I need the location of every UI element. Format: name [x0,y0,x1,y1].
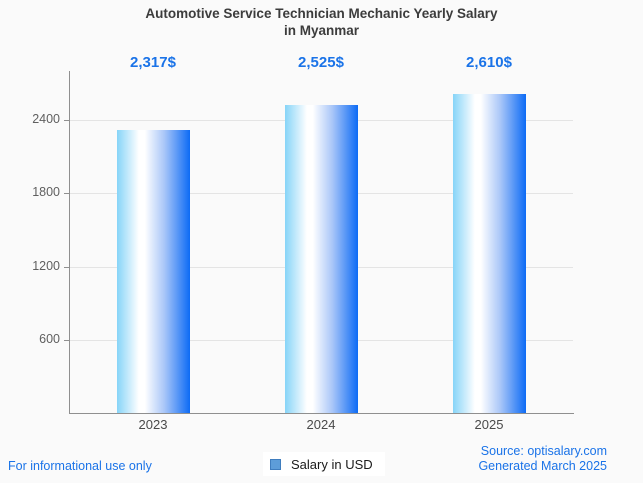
ytick-label-1800: 1800 [32,185,60,199]
ytick-label-2400: 2400 [32,112,60,126]
ytick-mark-2400 [64,120,70,121]
ytick-mark-1800 [64,193,70,194]
ytick-mark-1200 [64,267,70,268]
bar-2025[interactable] [453,94,526,413]
xtick-label-2024: 2024 [306,417,336,432]
ytick-label-1200: 1200 [32,259,60,273]
source-block: Source: optisalary.com Generated March 2… [478,444,607,474]
xtick-label-2023: 2023 [138,417,168,432]
value-label-2025: 2,610$ [466,54,512,71]
xtick-label-2025: 2025 [474,417,504,432]
source-link[interactable]: Source: optisalary.com [480,444,607,458]
y-axis-line [69,71,70,414]
disclaimer-text: For informational use only [8,459,152,473]
chart-title-line1: Automotive Service Technician Mechanic Y… [145,6,498,21]
bar-2023[interactable] [117,130,190,413]
chart-title-line2: in Myanmar [283,23,360,38]
x-axis-line [69,413,574,414]
legend-marker-icon[interactable] [270,458,281,470]
value-label-2024: 2,525$ [298,54,344,71]
legend[interactable]: Salary in USD [263,452,385,476]
legend-label: Salary in USD [291,456,373,472]
generated-text: Generated March 2025 [478,459,607,473]
ytick-mark-600 [64,340,70,341]
ytick-label-600: 600 [39,332,60,346]
chart-title: Automotive Service Technician Mechanic Y… [0,5,643,39]
bar-2024[interactable] [285,105,358,413]
value-label-2023: 2,317$ [130,54,176,71]
